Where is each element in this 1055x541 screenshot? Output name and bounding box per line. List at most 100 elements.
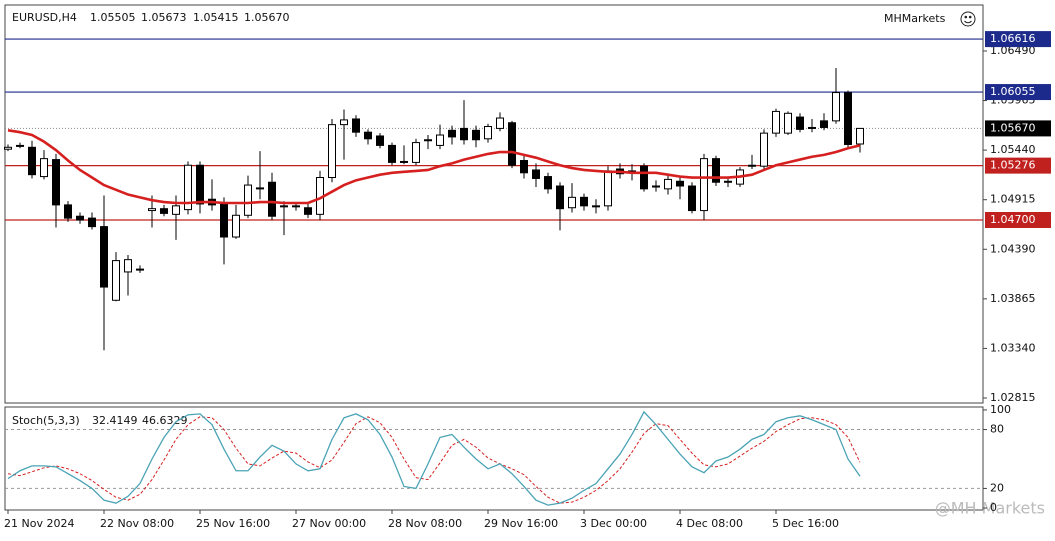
price-level-box <box>985 212 1051 229</box>
candle-body <box>808 126 816 129</box>
stoch-panel <box>4 406 984 511</box>
x-tick-label: 25 Nov 16:00 <box>196 517 270 530</box>
candle-body <box>160 208 168 214</box>
candle-body <box>220 202 228 238</box>
candle-body <box>268 181 276 217</box>
candle-body <box>448 129 456 138</box>
stoch-tick-label: 20 <box>990 481 1004 494</box>
candle-body <box>328 124 336 179</box>
candle-body <box>28 146 36 176</box>
candle-body <box>292 205 300 208</box>
price-level-box <box>985 157 1051 174</box>
candle-body <box>40 158 48 178</box>
candle-body <box>688 185 696 212</box>
candle-body <box>856 127 864 145</box>
candle-body <box>388 144 396 163</box>
stoch-tick-label: 80 <box>990 423 1004 436</box>
candle-body <box>664 178 672 190</box>
price-level-label: 1.06055 <box>990 85 1036 98</box>
candle-body <box>436 134 444 146</box>
candle-body <box>724 180 732 183</box>
x-tick-label: 22 Nov 08:00 <box>100 517 174 530</box>
candle-body <box>472 129 480 141</box>
candle-body <box>568 196 576 209</box>
candle-body <box>376 135 384 146</box>
brand-icon <box>960 11 976 27</box>
candle-body <box>112 260 120 301</box>
candle-body <box>532 169 540 179</box>
x-tick-label: 28 Nov 08:00 <box>388 517 462 530</box>
candle-body <box>520 160 528 174</box>
quote-close: 1.05670 <box>244 11 290 24</box>
candle-body <box>676 180 684 187</box>
x-tick-label: 29 Nov 16:00 <box>484 517 558 530</box>
quote-low: 1.05415 <box>193 11 239 24</box>
candle-body <box>352 118 360 133</box>
candle-body <box>748 164 756 167</box>
moving-average <box>7 129 861 205</box>
candle-body <box>124 259 132 273</box>
price-level-box <box>985 84 1051 101</box>
candle-body <box>604 170 612 207</box>
candle-body <box>784 112 792 134</box>
candle-body <box>412 142 420 163</box>
stoch-signal-value: 46.6329 <box>142 414 188 427</box>
stoch-main <box>7 410 861 506</box>
x-tick-label: 4 Dec 08:00 <box>676 517 743 530</box>
y-tick-label: 1.03340 <box>990 341 1036 354</box>
candle-body <box>76 215 84 221</box>
candle-body <box>52 159 60 206</box>
price-level-label: 1.06616 <box>990 32 1036 45</box>
quote-open: 1.05505 <box>90 11 136 24</box>
stoch-signal <box>7 416 861 504</box>
candle-body <box>172 205 180 215</box>
candle-body <box>64 204 72 219</box>
candle-body <box>364 131 372 140</box>
candle-body <box>700 158 708 212</box>
y-tick-label: 1.04390 <box>990 242 1036 255</box>
candle-body <box>232 214 240 238</box>
price-level-label: 1.05276 <box>990 159 1036 172</box>
y-tick-label: 1.02815 <box>990 391 1036 404</box>
candle-body <box>460 127 468 141</box>
candle-body <box>820 120 828 128</box>
candle-body <box>760 132 768 167</box>
candle-body <box>340 119 348 126</box>
candle-body <box>400 160 408 163</box>
candle-body <box>100 226 108 288</box>
candle-body <box>580 196 588 207</box>
candle-body <box>244 184 252 216</box>
candle-body <box>484 126 492 140</box>
candle-body <box>844 92 852 145</box>
candle-body <box>796 116 804 130</box>
candle-body <box>508 122 516 166</box>
stoch-tick-label: 0 <box>990 501 997 514</box>
candle-body <box>304 207 312 215</box>
candle-body <box>832 92 840 122</box>
price-level-box <box>985 31 1051 48</box>
stoch-main-value: 32.4149 <box>92 414 138 427</box>
price-level-box <box>985 120 1051 137</box>
x-tick-label: 5 Dec 16:00 <box>772 517 839 530</box>
candle-body <box>4 146 12 150</box>
y-tick-label: 1.04915 <box>990 193 1036 206</box>
price-level-label: 1.04700 <box>990 213 1036 226</box>
candle-body <box>280 205 288 208</box>
candle-body <box>544 176 552 190</box>
y-tick-label: 1.06490 <box>990 44 1036 57</box>
candle-body <box>88 217 96 228</box>
candle-body <box>496 117 504 129</box>
quote-high: 1.05673 <box>141 11 187 24</box>
x-tick-label: 21 Nov 2024 <box>4 517 74 530</box>
price-panel <box>4 4 984 404</box>
x-tick-label: 27 Nov 00:00 <box>292 517 366 530</box>
candle-body <box>640 165 648 190</box>
candle-body <box>772 110 780 134</box>
candle-body <box>256 187 264 190</box>
candle-body <box>712 158 720 183</box>
candle-body <box>148 208 156 212</box>
candle-body <box>16 144 24 147</box>
stoch-label: Stoch(5,3,3) <box>12 414 80 427</box>
candle-body <box>652 185 660 188</box>
